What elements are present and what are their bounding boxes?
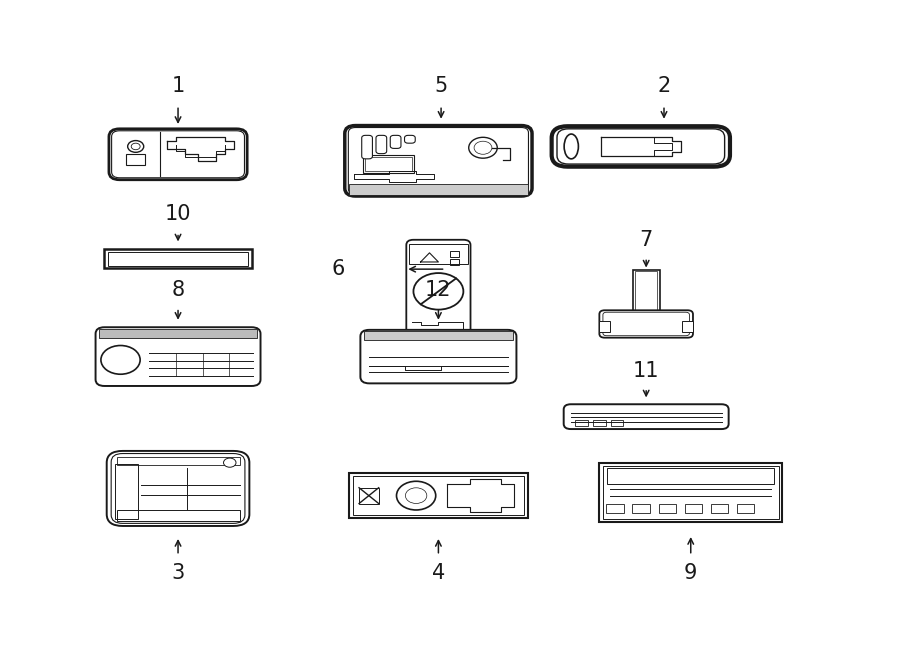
Bar (363, 155, 414, 173)
Bar (599, 463, 782, 522)
FancyBboxPatch shape (362, 136, 373, 159)
Bar (608, 468, 774, 485)
FancyBboxPatch shape (348, 128, 528, 194)
Text: 12: 12 (425, 280, 452, 300)
Bar (685, 504, 702, 513)
FancyBboxPatch shape (112, 131, 245, 178)
FancyBboxPatch shape (360, 330, 517, 383)
Bar (633, 504, 651, 513)
Text: 3: 3 (171, 563, 184, 583)
Circle shape (469, 137, 498, 158)
Bar (607, 504, 625, 513)
FancyBboxPatch shape (404, 136, 415, 143)
Bar (603, 465, 778, 519)
Circle shape (397, 481, 436, 510)
Bar (450, 251, 459, 257)
Bar (659, 504, 676, 513)
FancyBboxPatch shape (563, 405, 729, 429)
Text: 6: 6 (332, 259, 346, 279)
Circle shape (405, 488, 427, 504)
Bar (129, 155, 143, 163)
Bar (635, 272, 657, 311)
Bar (409, 245, 468, 264)
Bar (104, 249, 252, 268)
Text: 5: 5 (435, 76, 447, 96)
Bar (108, 252, 248, 266)
Bar (365, 157, 411, 171)
Bar (710, 504, 728, 513)
Circle shape (101, 346, 140, 374)
Bar (599, 321, 610, 332)
Ellipse shape (564, 134, 579, 159)
FancyBboxPatch shape (391, 136, 401, 149)
Bar (353, 476, 524, 515)
FancyBboxPatch shape (376, 136, 387, 153)
Text: 1: 1 (171, 76, 184, 96)
FancyBboxPatch shape (345, 126, 532, 196)
Bar (126, 153, 146, 165)
Circle shape (474, 141, 492, 154)
Text: 8: 8 (172, 280, 184, 300)
Circle shape (223, 458, 236, 467)
FancyBboxPatch shape (95, 327, 260, 386)
Text: 2: 2 (657, 76, 670, 96)
Bar (450, 258, 459, 265)
FancyBboxPatch shape (406, 240, 471, 336)
Bar (349, 184, 527, 195)
Text: 4: 4 (432, 563, 445, 583)
Bar (116, 510, 239, 522)
FancyBboxPatch shape (109, 129, 248, 180)
FancyBboxPatch shape (603, 312, 689, 336)
Bar (364, 331, 513, 340)
Bar (593, 420, 606, 426)
Bar (99, 329, 257, 338)
Bar (633, 270, 660, 313)
FancyBboxPatch shape (599, 310, 693, 338)
Circle shape (413, 273, 464, 309)
FancyBboxPatch shape (557, 129, 725, 164)
Bar (682, 321, 693, 332)
FancyBboxPatch shape (552, 126, 730, 167)
Bar (736, 504, 754, 513)
Text: 11: 11 (633, 361, 660, 381)
Bar (575, 420, 588, 426)
Text: 10: 10 (165, 204, 192, 224)
Bar (114, 464, 138, 520)
FancyBboxPatch shape (112, 453, 245, 524)
Bar (359, 488, 379, 504)
Bar (349, 473, 527, 518)
Bar (611, 420, 624, 426)
Text: 9: 9 (684, 563, 698, 583)
Bar (116, 457, 239, 465)
Circle shape (128, 141, 144, 152)
FancyBboxPatch shape (107, 451, 249, 526)
Circle shape (131, 143, 140, 149)
Text: 7: 7 (640, 231, 652, 251)
